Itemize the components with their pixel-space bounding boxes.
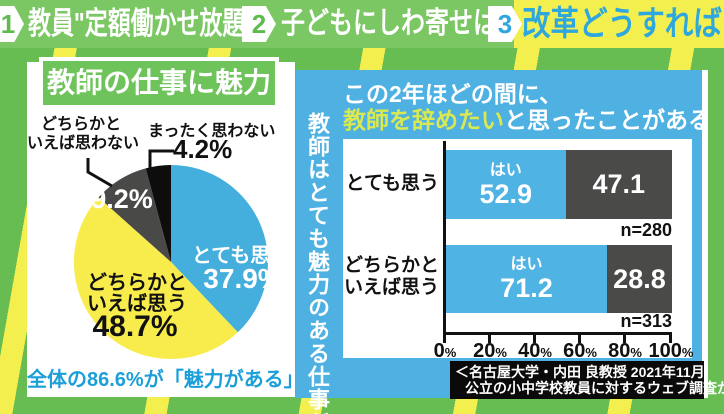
vertical-caption: 教師はとても魅力のある仕事だ: [305, 112, 330, 414]
tab2-number: 2: [251, 8, 267, 39]
x-tick-label-40: 40%: [503, 340, 567, 363]
x-tick-60: [578, 335, 581, 343]
pie-slice-3: [145, 165, 171, 262]
x-tick-20: [488, 335, 491, 343]
pie-value-somewhat: 48.7%: [92, 310, 178, 343]
pie-label-very: とても思う: [191, 245, 291, 267]
heading-highlight: 教師を辞めたい: [343, 107, 504, 133]
pie-chart: [73, 149, 268, 360]
x-tick-100: [669, 335, 672, 343]
pie-label-not-really-line1: どちらかと: [40, 116, 121, 133]
leader-line-not-really: [86, 158, 113, 188]
x-tick-40: [533, 335, 536, 343]
tick-pct: %: [495, 345, 507, 360]
topic-tab-bar: 1 教員"定額働かせ放題" 2 子どもにしわ寄せは 改革どうすれば 3: [0, 0, 724, 48]
tick-num: 40: [518, 340, 541, 362]
x-tick-80: [623, 335, 626, 343]
source-line2: 公立の小中学校教員に対するウェブ調査から＞: [465, 380, 724, 396]
source-line1: ＜名古屋大学・内田 良教授 2021年11月: [455, 364, 705, 380]
pie-label-not-really: どちらかといえば思わない: [27, 115, 139, 153]
x-tick-label-0: 0%: [413, 340, 477, 363]
bar-row2-no-value: 28.8: [613, 263, 666, 294]
tab3-active-highlight: 改革どうすれば: [514, 0, 724, 48]
tab1-number-badge: 1: [0, 6, 24, 42]
bar-row1: はい 52.9 47.1: [446, 150, 672, 219]
tab2-label: 子どもにしわ寄せは: [281, 7, 497, 40]
tick-pct: %: [540, 345, 552, 360]
pie-value-very: 37.9%: [203, 263, 283, 294]
x-tick-0: [443, 335, 446, 343]
pie-summary-text: 全体の86.6%が「魅力がある」: [27, 369, 304, 391]
tick-num: 100: [648, 340, 682, 362]
tab3-number: 3: [497, 8, 513, 39]
tick-num: 0: [433, 340, 445, 362]
tick-pct: %: [585, 345, 597, 360]
tick-num: 60: [563, 340, 586, 362]
tick-pct: %: [444, 345, 457, 360]
pie-slice-2: [98, 168, 171, 262]
tick-pct: %: [681, 345, 694, 360]
bar-row2-sample-size: n=313: [620, 311, 672, 331]
pie-label-somewhat: どちらかと いえば思う: [77, 273, 197, 315]
tab1-number: 1: [0, 8, 16, 39]
pie-chart-card: 教師の仕事に魅力 まったく思わない 4.2% どちらかと いえば思わない 9.2%…: [27, 57, 304, 397]
tab3-label: 改革どうすれば: [522, 5, 722, 43]
tab1-label: 教員"定額働かせ放題": [28, 6, 257, 41]
bar-row2: はい 71.2 28.8: [446, 245, 672, 313]
bar-row1-no-value: 47.1: [592, 169, 646, 199]
x-tick-label-80: 80%: [593, 340, 657, 363]
tab2-number-badge: 2: [242, 6, 276, 42]
y-axis-line: [443, 141, 446, 333]
source-attribution: ＜名古屋大学・内田 良教授 2021年11月 公立の小中学校教員に対するウェブ調…: [450, 361, 724, 399]
tick-num: 20: [473, 340, 496, 362]
pie-label-somewhat-line2: いえば思う: [87, 293, 187, 315]
x-tick-label-60: 60%: [548, 340, 612, 363]
quit-survey-panel: 教師はとても魅力のある仕事だ この2年ほどの間に、 教師を辞めたいと思ったことが…: [296, 70, 724, 414]
bar-row1-yes-label: はい: [489, 161, 522, 179]
bar-row1-yes-segment: はい 52.9: [446, 150, 566, 219]
leader-line-not-at-all: [148, 149, 174, 168]
pie-label-not-at-all: まったく思わない: [148, 123, 276, 140]
tick-pct: %: [630, 345, 642, 360]
bar-row2-no-segment: 28.8: [606, 245, 672, 313]
bar-row1-sample-size: n=280: [620, 220, 672, 240]
bar-row1-yes-value: 52.9: [479, 178, 533, 209]
pie-label-not-really-line2: いえば思わない: [27, 135, 140, 152]
bar-row2-label-line1: どちらかと: [343, 255, 439, 276]
bar-row2-label-line2: いえば思う: [343, 277, 439, 298]
bar-row2-yes-value: 71.2: [500, 273, 553, 303]
x-tick-label-20: 20%: [458, 340, 522, 363]
panel-heading: この2年ほどの間に、 教師を辞めたいと思ったことがある: [343, 81, 711, 133]
pie-card-title: 教師の仕事に魅力: [39, 57, 279, 109]
bar-row2-label: どちらかと いえば思う: [343, 255, 439, 299]
pie-slices: [73, 165, 268, 360]
heading-line1: この2年ほどの間に、: [343, 81, 563, 107]
bar-row1-label: とても思う: [345, 173, 439, 194]
heading-rest: と思ったことがある: [504, 107, 711, 133]
pie-slice-0: [171, 165, 268, 333]
bar-row2-yes-label: はい: [510, 256, 543, 273]
bar-row1-no-segment: 47.1: [565, 150, 672, 219]
pie-slice-1: [73, 197, 238, 360]
bar-row2-yes-segment: はい 71.2: [446, 245, 607, 313]
pie-value-not-at-all: 4.2%: [173, 134, 233, 164]
pie-label-somewhat-line1: どちらかと: [87, 272, 187, 294]
pie-value-not-really: 9.2%: [91, 184, 153, 214]
x-axis-line: [443, 332, 672, 335]
tick-num: 80: [608, 340, 631, 362]
x-tick-label-100: 100%: [639, 340, 703, 363]
bar-chart-area: とても思う はい 52.9 47.1 n=280 どちらかと いえば思う はい 7…: [343, 139, 693, 362]
